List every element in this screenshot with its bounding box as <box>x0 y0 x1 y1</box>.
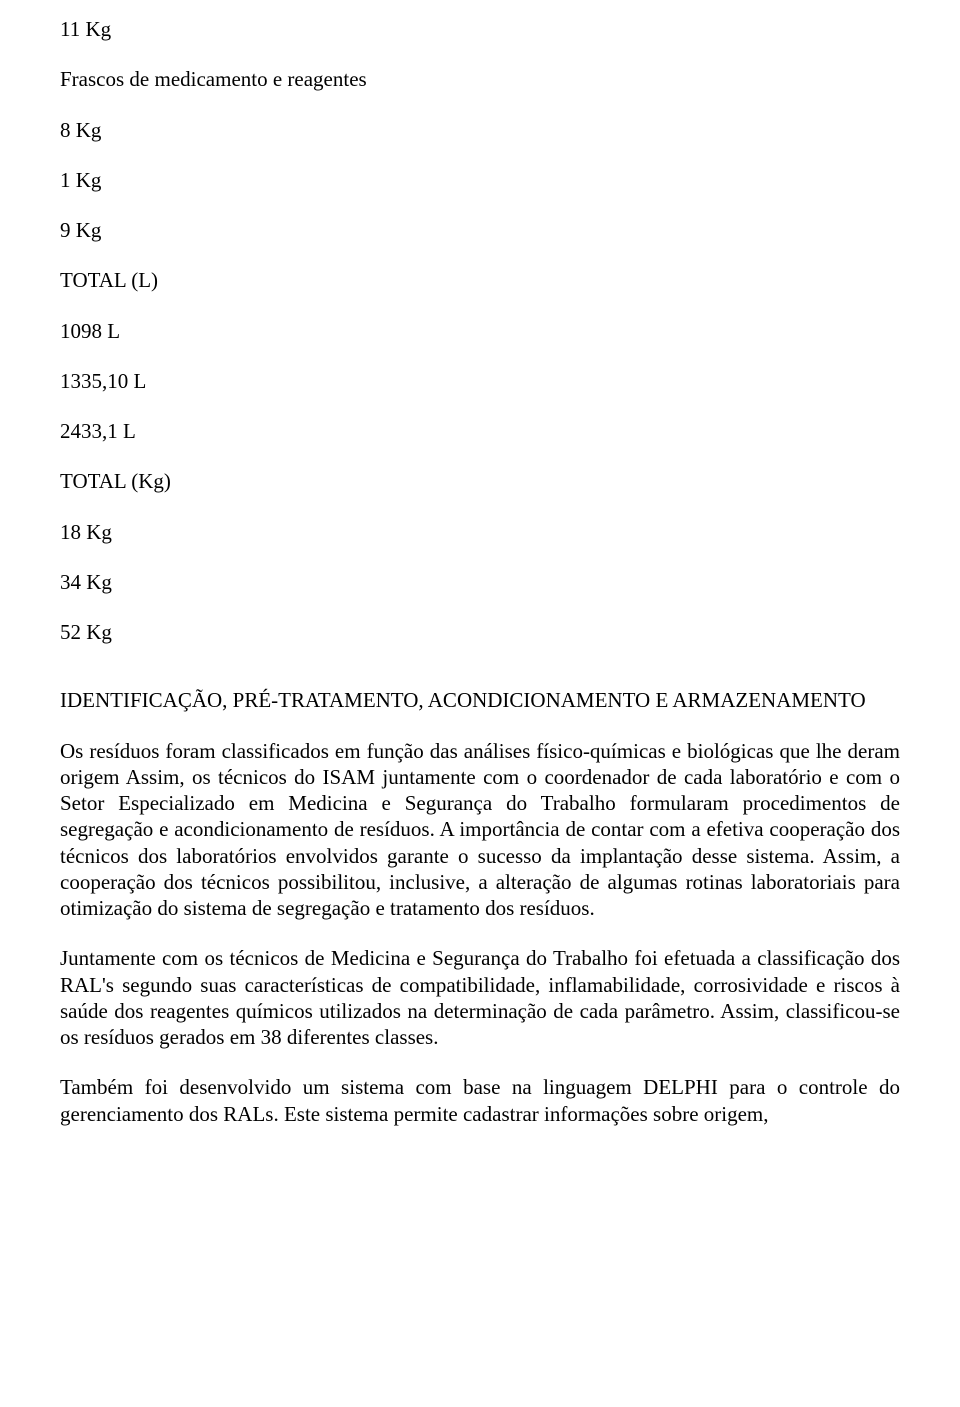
value-kg-34: 34 Kg <box>60 569 900 595</box>
document-page: 11 Kg Frascos de medicamento e reagentes… <box>0 0 960 1407</box>
value-l-1335: 1335,10 L <box>60 368 900 394</box>
section-heading: IDENTIFICAÇÃO, PRÉ-TRATAMENTO, ACONDICIO… <box>60 687 900 713</box>
value-weight-8kg: 8 Kg <box>60 117 900 143</box>
paragraph-2: Juntamente com os técnicos de Medicina e… <box>60 945 900 1050</box>
value-l-2433: 2433,1 L <box>60 418 900 444</box>
value-kg-18: 18 Kg <box>60 519 900 545</box>
paragraph-3: Também foi desenvolvido um sistema com b… <box>60 1074 900 1127</box>
label-total-l: TOTAL (L) <box>60 267 900 293</box>
label-frascos: Frascos de medicamento e reagentes <box>60 66 900 92</box>
value-weight-9kg: 9 Kg <box>60 217 900 243</box>
paragraph-1: Os resíduos foram classificados em funçã… <box>60 738 900 922</box>
value-weight-11kg: 11 Kg <box>60 16 900 42</box>
value-kg-52: 52 Kg <box>60 619 900 645</box>
label-total-kg: TOTAL (Kg) <box>60 468 900 494</box>
value-l-1098: 1098 L <box>60 318 900 344</box>
value-weight-1kg: 1 Kg <box>60 167 900 193</box>
